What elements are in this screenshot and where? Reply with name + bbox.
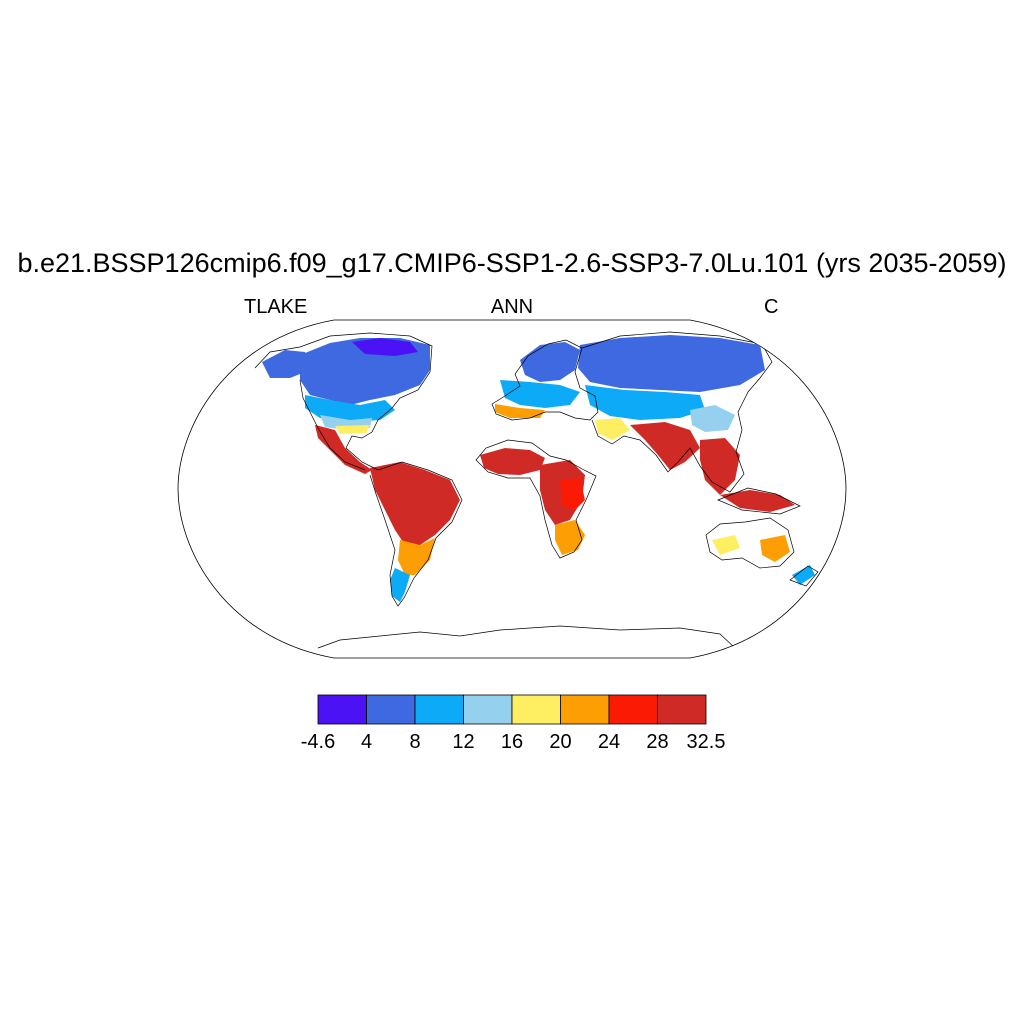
colorbar-box-7 — [657, 694, 707, 725]
colorbar-label-8: 32.5 — [686, 731, 726, 753]
colorbar-label-0: -4.6 — [300, 731, 336, 753]
region-middle-east — [595, 418, 630, 440]
colorbar-label-4: 16 — [500, 731, 524, 753]
colorbar-box-1 — [366, 694, 416, 725]
region-east-africa — [560, 478, 585, 510]
colorbar-label-6: 24 — [597, 731, 621, 753]
region-australia-east — [760, 535, 790, 562]
region-east-asia — [690, 405, 735, 432]
region-southeast-asia — [700, 438, 740, 495]
region-indonesia — [720, 490, 795, 512]
region-mediterranean — [495, 404, 545, 418]
region-alaska — [262, 350, 310, 378]
region-usa — [305, 395, 395, 422]
colorbar-box-3 — [463, 694, 513, 725]
colorbar-box-0 — [317, 694, 367, 725]
region-south-america-south — [398, 538, 435, 575]
colorbar-label-3: 12 — [452, 731, 475, 753]
region-gulf — [335, 425, 370, 434]
plot-title: b.e21.BSSP126cmip6.f09_g17.CMIP6-SSP1-2.… — [17, 248, 1007, 278]
region-west-africa — [480, 448, 545, 475]
region-siberia — [578, 335, 765, 392]
colorbar-box-5 — [560, 694, 610, 725]
colorbar-label-2: 8 — [409, 731, 421, 753]
region-australia-west — [712, 535, 740, 555]
colorbar-label-1: 4 — [360, 731, 373, 753]
colorbar-box-6 — [608, 694, 658, 725]
colorbar-box-2 — [414, 694, 464, 725]
region-south-america — [370, 462, 460, 545]
region-central-asia — [585, 385, 705, 420]
units-label: C — [764, 296, 779, 318]
region-new-zealand — [792, 565, 815, 585]
season-label: ANN — [490, 296, 534, 318]
region-patagonia — [390, 568, 410, 602]
colorbar-label-5: 20 — [549, 731, 572, 753]
region-india — [630, 422, 700, 470]
region-canada-arctic — [352, 338, 418, 356]
region-mexico — [315, 425, 372, 474]
colorbar-box-4 — [511, 694, 561, 725]
region-europe — [500, 380, 580, 408]
colorbar-label-7: 28 — [646, 731, 669, 753]
colorbar — [317, 694, 707, 725]
variable-label: TLAKE — [244, 296, 308, 318]
